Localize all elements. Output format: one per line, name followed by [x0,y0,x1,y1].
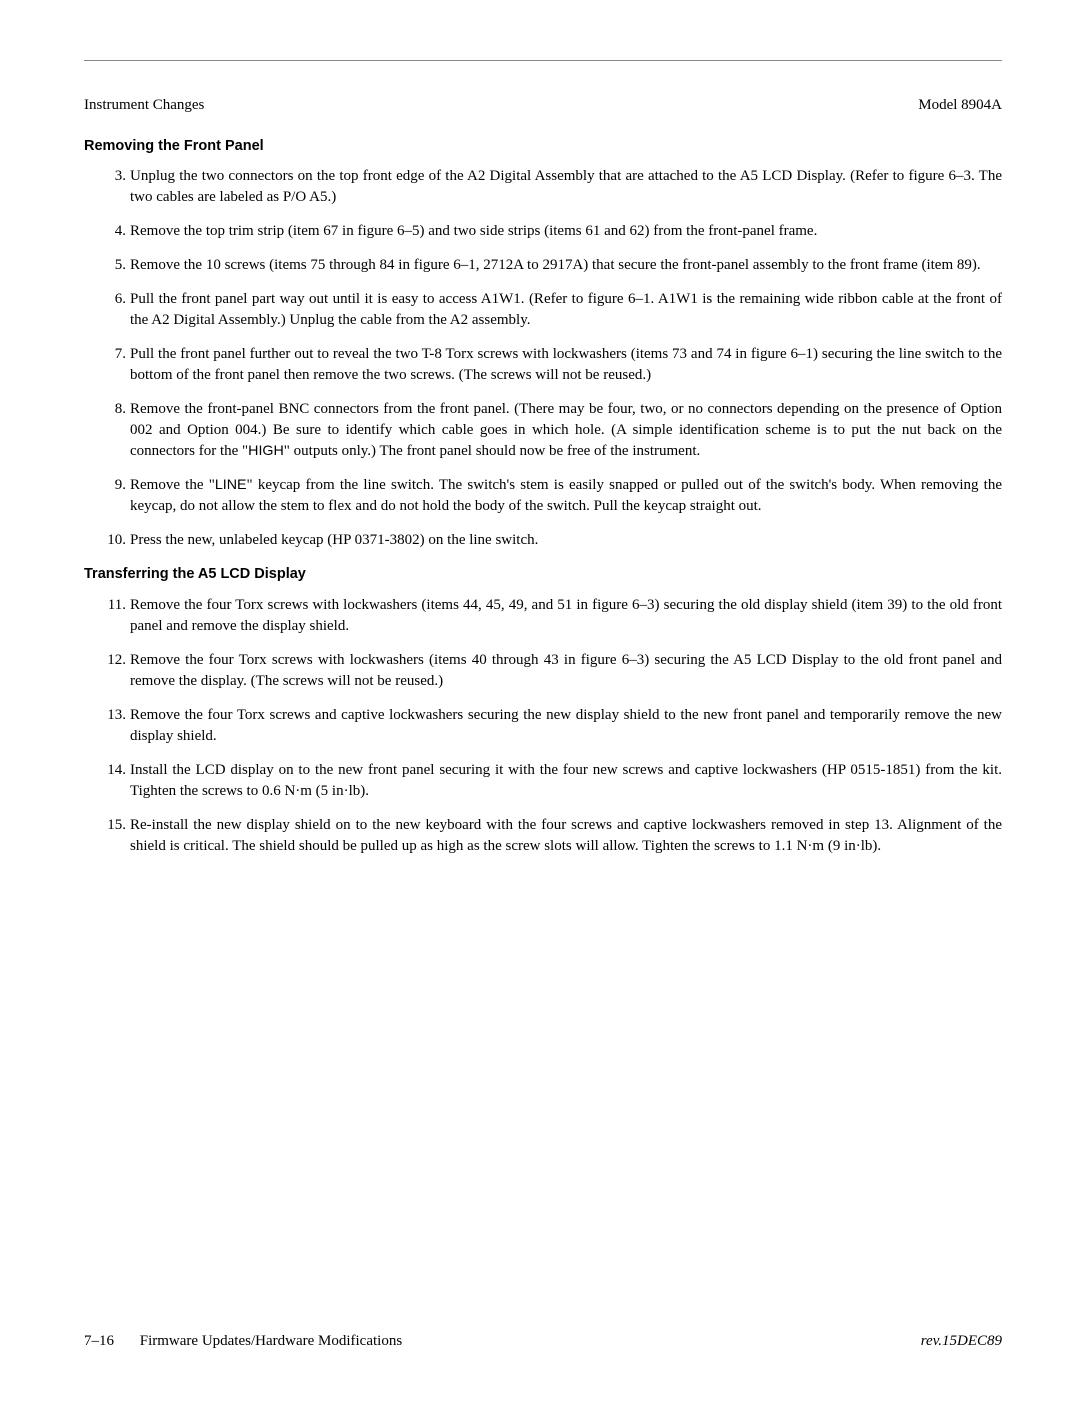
step-number: 12. [100,650,126,671]
list-item: 7.Pull the front panel further out to re… [130,344,1002,386]
step-number: 6. [100,289,126,310]
list-item: 12.Remove the four Torx screws with lock… [130,650,1002,692]
step-number: 7. [100,344,126,365]
list-item: 4.Remove the top trim strip (item 67 in … [130,221,1002,242]
keycap-label: HIGH [248,443,284,459]
list-item: 6.Pull the front panel part way out unti… [130,289,1002,331]
step-number: 4. [100,221,126,242]
step-number: 5. [100,255,126,276]
step-text: Pull the front panel part way out until … [130,291,1002,328]
step-text: Remove the 10 screws (items 75 through 8… [130,257,981,273]
step-text: Install the LCD display on to the new fr… [130,762,1002,799]
step-text: Remove the " [130,477,215,493]
list-item: 10.Press the new, unlabeled keycap (HP 0… [130,530,1002,551]
step-text: Remove the four Torx screws and captive … [130,707,1002,744]
footer-title: Firmware Updates/Hardware Modifications [140,1333,402,1349]
page-header: Instrument Changes Model 8904A [84,95,1002,116]
step-number: 11. [100,595,126,616]
section-removing-steps: 3.Unplug the two connectors on the top f… [84,166,1002,551]
header-left: Instrument Changes [84,95,204,116]
list-item: 5.Remove the 10 screws (items 75 through… [130,255,1002,276]
step-number: 10. [100,530,126,551]
keycap-label: LINE [215,477,247,493]
step-number: 14. [100,760,126,781]
header-right: Model 8904A [918,95,1002,116]
page-footer: 7–16 Firmware Updates/Hardware Modificat… [84,1331,1002,1352]
list-item: 11.Remove the four Torx screws with lock… [130,595,1002,637]
footer-left: 7–16 Firmware Updates/Hardware Modificat… [84,1331,402,1352]
list-item: 8.Remove the front-panel BNC connectors … [130,399,1002,462]
section-removing-title: Removing the Front Panel [84,136,1002,156]
step-number: 8. [100,399,126,420]
top-rule [84,60,1002,61]
step-text: " keycap from the line switch. The switc… [130,477,1002,514]
step-text: Press the new, unlabeled keycap (HP 0371… [130,532,538,548]
footer-rev: rev.15DEC89 [921,1331,1002,1352]
list-item: 15.Re-install the new display shield on … [130,815,1002,857]
step-number: 15. [100,815,126,836]
list-item: 3.Unplug the two connectors on the top f… [130,166,1002,208]
list-item: 14.Install the LCD display on to the new… [130,760,1002,802]
step-number: 9. [100,475,126,496]
step-text: Unplug the two connectors on the top fro… [130,168,1002,205]
section-transferring-steps: 11.Remove the four Torx screws with lock… [84,595,1002,857]
step-text: Re-install the new display shield on to … [130,817,1002,854]
step-text: " outputs only.) The front panel should … [284,443,700,459]
step-text: Remove the four Torx screws with lockwas… [130,597,1002,634]
step-text: Remove the top trim strip (item 67 in fi… [130,223,817,239]
section-transferring-title: Transferring the A5 LCD Display [84,564,1002,584]
list-item: 13.Remove the four Torx screws and capti… [130,705,1002,747]
step-text: Remove the four Torx screws with lockwas… [130,652,1002,689]
step-number: 13. [100,705,126,726]
step-text: Pull the front panel further out to reve… [130,346,1002,383]
list-item: 9.Remove the "LINE" keycap from the line… [130,475,1002,517]
step-number: 3. [100,166,126,187]
footer-pagenum: 7–16 [84,1333,114,1349]
